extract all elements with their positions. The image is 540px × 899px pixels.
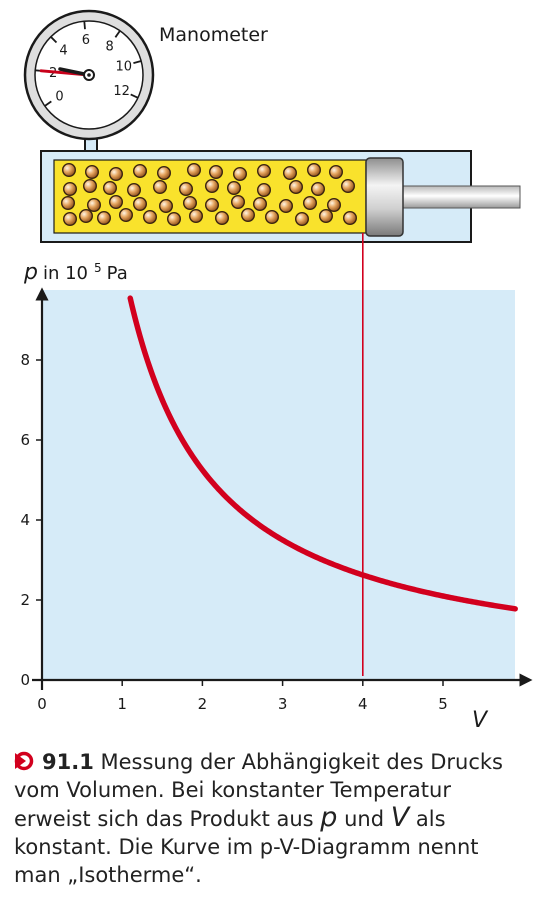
y-axis-label: p in 10 5 Pa xyxy=(23,260,128,285)
plot-area xyxy=(42,290,515,680)
gas-molecule xyxy=(295,211,310,226)
gas-molecule xyxy=(230,194,245,209)
gas-molecule xyxy=(327,197,342,212)
gauge-tick xyxy=(133,60,142,64)
x-tick-label: 5 xyxy=(438,695,448,713)
x-axis-label: V xyxy=(472,708,489,733)
gas-molecule xyxy=(303,195,318,210)
y-tick-label: 2 xyxy=(20,591,30,609)
gas-molecule xyxy=(62,162,77,177)
manometer-label: Manometer xyxy=(159,24,268,46)
gauge-ticks: 024681012 xyxy=(35,21,142,107)
caption-number: 91.1 xyxy=(42,750,94,774)
gas-molecule xyxy=(232,166,247,181)
gas-molecule xyxy=(63,181,78,196)
gas-molecule xyxy=(82,178,97,193)
caption-symbol-v: V xyxy=(390,802,410,833)
gas-molecule xyxy=(96,210,111,225)
y-tick-labels: 0 2 4 6 8 xyxy=(20,351,30,689)
gauge-tick xyxy=(130,93,139,99)
y-tick-label: 6 xyxy=(20,431,30,449)
gas-molecule xyxy=(188,208,203,223)
gas-molecule xyxy=(118,207,133,222)
gas-molecule xyxy=(61,195,76,210)
gas-molecule xyxy=(108,166,123,181)
piston-rod xyxy=(402,185,521,209)
gas-molecule xyxy=(126,182,141,197)
gas-molecule xyxy=(204,178,219,193)
y-axis-unit-base: in 10 xyxy=(43,263,88,284)
gas-molecule xyxy=(257,182,272,197)
x-tick-label: 1 xyxy=(117,695,127,713)
gas-molecule xyxy=(108,194,123,209)
figure-caption: 91.1 Messung der Abhängigkeit des Drucks… xyxy=(14,748,519,889)
isotherm-curve xyxy=(127,295,518,612)
gas-molecule xyxy=(84,164,99,179)
gauge-tick xyxy=(50,36,58,44)
gauge-tick xyxy=(44,100,52,107)
gas-molecule xyxy=(307,162,322,177)
y-tick-label: 0 xyxy=(20,671,30,689)
gauge-tick-label: 8 xyxy=(106,40,114,55)
caption-symbol-p: p xyxy=(320,802,338,833)
gas-molecule xyxy=(132,163,147,178)
gas-cylinder xyxy=(40,150,521,243)
gas-molecule xyxy=(240,207,255,222)
gas-molecule xyxy=(86,197,101,212)
gas-molecule xyxy=(166,211,181,226)
gas-molecule xyxy=(283,165,298,180)
gas-molecule xyxy=(214,210,229,225)
gas-molecule xyxy=(279,198,294,213)
y-axis-unit-tail: Pa xyxy=(107,263,128,284)
gas-molecule xyxy=(252,196,267,211)
gauge-tick-label: 6 xyxy=(82,33,90,48)
gas-molecule xyxy=(178,181,193,196)
gauge-tick-label: 4 xyxy=(59,44,67,59)
gas-molecule xyxy=(158,198,173,213)
gas-molecule xyxy=(343,210,358,225)
gauge-tick xyxy=(83,21,86,30)
caption-text-1: Messung der Abhängigkeit des Drucks vom … xyxy=(14,750,503,831)
gas-molecule xyxy=(319,208,334,223)
gas-molecule xyxy=(132,196,147,211)
gas-molecule xyxy=(257,163,272,178)
pv-diagram: 0 1 2 3 4 5 0 2 4 6 8 p in 10 5 Pa V xyxy=(20,233,533,733)
caption-text-3: als konstant. Die Kurve im p-V-Diagramm … xyxy=(14,807,479,887)
gas-molecule xyxy=(204,197,219,212)
gas-molecule xyxy=(152,179,167,194)
y-axis-unit-exponent: 5 xyxy=(94,261,102,275)
gas-molecule xyxy=(265,209,280,224)
gas-molecule xyxy=(102,180,117,195)
gauge-tick xyxy=(114,30,121,38)
manometer: 024681012 xyxy=(23,9,155,155)
gas-molecule xyxy=(208,164,223,179)
y-axis-symbol: p xyxy=(23,260,38,285)
gas-molecule xyxy=(142,209,157,224)
figure-reference-icon xyxy=(14,751,34,771)
caption-text-2: und xyxy=(337,807,391,831)
gas-molecule xyxy=(311,181,326,196)
gauge-tick-label: 10 xyxy=(115,60,132,75)
x-tick-label: 4 xyxy=(358,695,368,713)
gas-molecule xyxy=(341,178,356,193)
gauge-tick-label: 12 xyxy=(113,84,130,99)
gas-molecule xyxy=(63,211,78,226)
gas-molecule xyxy=(329,164,344,179)
gas-molecule xyxy=(226,180,241,195)
gas-molecule xyxy=(182,195,197,210)
gas-molecule xyxy=(156,165,171,180)
piston xyxy=(365,157,404,237)
x-tick-label: 0 xyxy=(37,695,47,713)
gas-molecule xyxy=(78,208,93,223)
x-tick-label: 3 xyxy=(278,695,288,713)
y-tick-label: 8 xyxy=(20,351,30,369)
gas-molecule xyxy=(289,179,304,194)
y-tick-label: 4 xyxy=(20,511,30,529)
gauge-tick-label: 0 xyxy=(55,90,63,105)
gas-molecule xyxy=(186,162,201,177)
gas-molecules xyxy=(61,162,358,226)
x-tick-label: 2 xyxy=(198,695,208,713)
x-tick-labels: 0 1 2 3 4 5 xyxy=(37,695,448,713)
